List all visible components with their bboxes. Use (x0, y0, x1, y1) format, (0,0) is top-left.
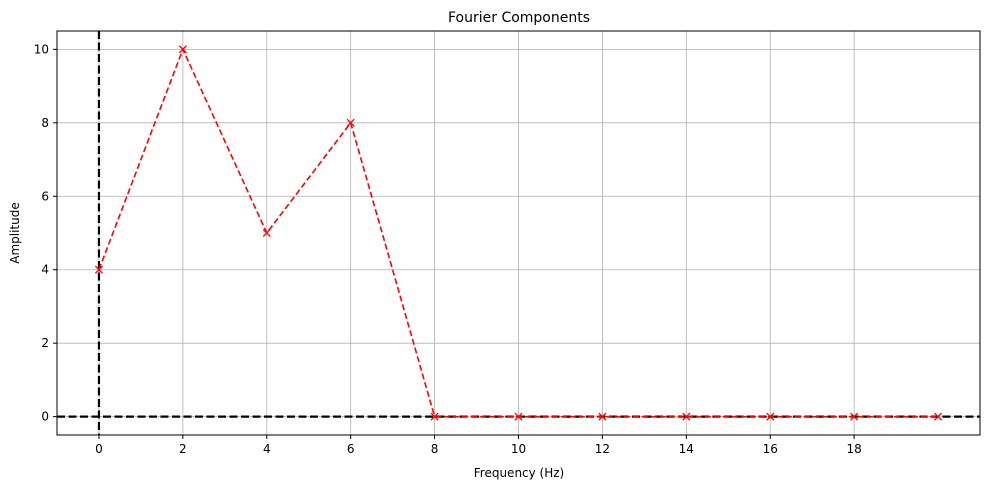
marker-layer (94, 45, 943, 421)
data-point-marker (682, 412, 691, 421)
chart-title: Fourier Components (448, 10, 590, 26)
x-axis-ticks: 0 2 4 6 8 10 12 14 16 18 (95, 435, 862, 456)
y-tick-label: 0 (41, 410, 49, 424)
grid-lines (57, 31, 980, 435)
y-tick-label: 10 (34, 42, 49, 56)
x-tick-label: 12 (595, 442, 610, 456)
y-tick-label: 2 (41, 336, 49, 350)
x-tick-label: 14 (679, 442, 694, 456)
data-point-marker (598, 412, 607, 421)
x-tick-label: 0 (95, 442, 103, 456)
x-axis-title: Frequency (Hz) (474, 466, 565, 480)
data-point-marker (514, 412, 523, 421)
x-tick-label: 4 (263, 442, 271, 456)
data-point-marker (94, 265, 104, 274)
y-tick-label: 6 (41, 189, 49, 203)
y-tick-label: 4 (41, 263, 49, 277)
data-point-marker (262, 228, 271, 238)
data-point-marker (178, 45, 187, 54)
data-point-marker (933, 412, 943, 421)
x-tick-label: 16 (763, 442, 778, 456)
data-point-marker (850, 412, 859, 421)
x-tick-label: 2 (179, 442, 187, 456)
y-axis-title: Amplitude (8, 202, 22, 264)
data-point-marker (346, 118, 355, 127)
data-point-marker (430, 412, 439, 421)
x-tick-label: 18 (846, 442, 861, 456)
x-tick-label: 8 (431, 442, 439, 456)
x-tick-label: 6 (347, 442, 355, 456)
y-tick-label: 8 (41, 116, 49, 130)
y-axis-ticks: 0 2 4 6 8 10 (34, 42, 57, 424)
x-tick-label: 10 (511, 442, 526, 456)
data-point-marker (766, 412, 775, 421)
